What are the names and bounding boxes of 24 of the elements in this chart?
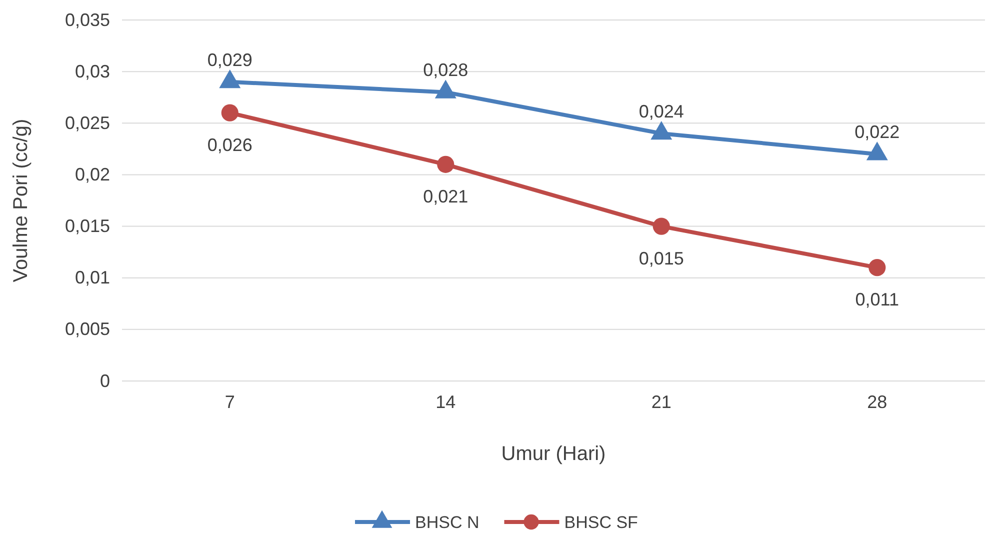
y-axis-title: Voulme Pori (cc/g)	[10, 118, 32, 282]
data-label: 0,024	[638, 101, 684, 122]
x-tick-label: 28	[867, 392, 888, 412]
y-tick-label: 0,02	[74, 164, 110, 184]
legend-label: BHSC N	[415, 513, 480, 532]
data-label: 0,026	[207, 134, 252, 155]
data-label: 0,011	[855, 290, 899, 310]
y-tick-label: 0,01	[74, 268, 110, 288]
x-tick-label: 21	[651, 392, 672, 412]
y-tick-label: 0,035	[64, 10, 110, 30]
data-label: 0,022	[854, 122, 900, 142]
y-tick-label: 0,03	[74, 61, 110, 82]
x-tick-label: 7	[224, 392, 235, 412]
y-tick-label: 0,025	[64, 112, 110, 133]
y-tick-label: 0,005	[64, 319, 110, 340]
x-tick-label: 14	[436, 392, 456, 412]
y-tick-label: 0,015	[64, 216, 110, 236]
data-label: 0,028	[423, 60, 468, 80]
data-label: 0,015	[638, 248, 684, 268]
x-axis-title: Umur (Hari)	[501, 443, 606, 465]
data-label: 0,021	[423, 186, 468, 206]
y-tick-label: 0	[100, 370, 110, 391]
legend-label: BHSC SF	[564, 513, 638, 532]
data-label: 0,029	[207, 50, 252, 70]
